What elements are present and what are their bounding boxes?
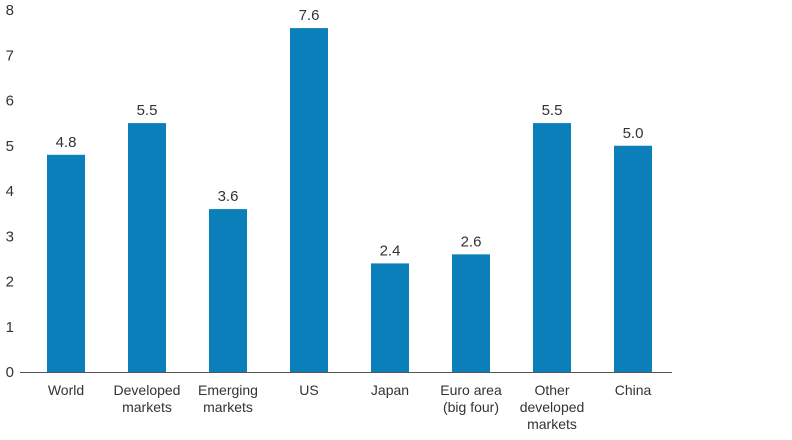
- y-axis-ticks: 0 1 2 3 4 5 6 7 8: [6, 2, 14, 381]
- bar: [290, 28, 328, 372]
- bar: [614, 145, 652, 372]
- category-label: China: [615, 382, 652, 398]
- bar: [47, 154, 85, 372]
- bar: [371, 263, 409, 372]
- bars-group: [47, 28, 652, 372]
- y-tick-label: 0: [6, 364, 14, 381]
- bar-value-label: 2.4: [380, 242, 401, 259]
- y-tick-label: 7: [6, 47, 14, 64]
- bar: [209, 209, 247, 372]
- bar-value-label: 5.0: [623, 125, 644, 142]
- y-tick-label: 8: [6, 2, 14, 19]
- category-label: Euro area (big four): [440, 382, 502, 415]
- category-label: Japan: [371, 382, 409, 398]
- bar-value-label: 5.5: [542, 102, 563, 119]
- category-label: Other developed markets: [520, 382, 585, 432]
- category-label: Developed markets: [114, 382, 181, 415]
- bar-value-label: 5.5: [137, 102, 158, 119]
- bar: [128, 123, 166, 372]
- bar-value-label: 4.8: [56, 134, 77, 151]
- category-label: World: [48, 382, 84, 398]
- data-labels-group: 4.8 5.5 3.6 7.6 2.4 2.6 5.5 5.0: [56, 7, 644, 259]
- y-tick-label: 5: [6, 138, 14, 155]
- bar-value-label: 7.6: [299, 7, 320, 24]
- y-tick-label: 6: [6, 93, 14, 110]
- bar: [533, 123, 571, 372]
- bar-value-label: 3.6: [218, 188, 239, 205]
- category-label: US: [299, 382, 318, 398]
- y-tick-label: 2: [6, 274, 14, 291]
- category-label: Emerging markets: [198, 382, 258, 415]
- bar-value-label: 2.6: [461, 233, 482, 250]
- bar: [452, 254, 490, 372]
- y-tick-label: 3: [6, 228, 14, 245]
- category-labels-group: World Developed markets Emerging markets US Ja…: [48, 382, 652, 432]
- y-tick-label: 4: [6, 183, 14, 200]
- y-tick-label: 1: [6, 319, 14, 336]
